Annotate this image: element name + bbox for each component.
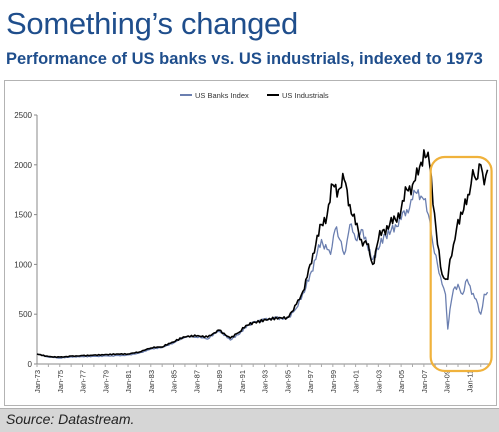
x-tick-label: Jan-05: [397, 370, 406, 393]
legend-item-us-industrials: US Industrials: [282, 91, 329, 100]
chart-title: Something’s changed: [6, 6, 298, 41]
source-note: Source: Datastream.: [6, 411, 135, 427]
y-tick-label: 1500: [14, 211, 32, 220]
chart-frame: US Banks Index US Industrials 0 500 1000 150…: [4, 80, 497, 406]
line-chart: US Banks Index US Industrials 0 500 1000 150…: [14, 91, 493, 393]
x-tick-label: Jan-11: [465, 370, 474, 392]
x-tick-label: Jan-79: [101, 370, 110, 393]
y-tick-label: 0: [28, 360, 33, 369]
highlight-outline: [429, 155, 493, 373]
series-line-us-industrials: [36, 149, 489, 359]
y-axis: 0 500 1000 1500 2000 2500: [14, 111, 38, 369]
x-tick-label: Jan-93: [261, 370, 270, 393]
chart-legend: US Banks Index US Industrials: [180, 91, 329, 100]
x-tick-label: Jan-91: [238, 370, 247, 393]
y-tick-label: 1000: [14, 260, 32, 269]
x-tick-label: Jan-99: [329, 370, 338, 393]
y-tick-label: 500: [19, 310, 33, 319]
chart-subtitle: Performance of US banks vs. US industria…: [6, 50, 483, 68]
x-tick-label: Jan-89: [215, 370, 224, 393]
x-tick-label: Jan-75: [56, 370, 65, 393]
series-lines: [36, 149, 489, 359]
x-tick-label: Jan-03: [374, 370, 383, 393]
y-tick-label: 2500: [14, 111, 32, 120]
x-tick-label: Jan-83: [147, 370, 156, 393]
x-tick-label: Jan-09: [443, 370, 452, 393]
legend-item-us-banks: US Banks Index: [195, 91, 249, 100]
series-line-us-banks: [36, 189, 489, 359]
x-tick-label: Jan-87: [192, 370, 201, 393]
x-tick-label: Jan-81: [124, 370, 133, 393]
x-tick-label: Jan-01: [352, 370, 361, 393]
annotation-layer: [429, 155, 493, 373]
source-bar: Source: Datastream.: [0, 408, 499, 432]
x-tick-label: Jan-85: [170, 370, 179, 393]
x-tick-label: Jan-97: [306, 370, 315, 393]
x-tick-label: Jan-73: [33, 370, 42, 393]
x-tick-label: Jan-95: [283, 370, 292, 393]
x-axis: Jan-73 Jan-75 Jan-77 Jan-79 Jan-81 Jan-83 Jan-…: [33, 363, 491, 393]
x-tick-label: Jan-77: [79, 370, 88, 393]
x-tick-label: Jan-07: [420, 370, 429, 393]
y-tick-label: 2000: [14, 161, 32, 170]
